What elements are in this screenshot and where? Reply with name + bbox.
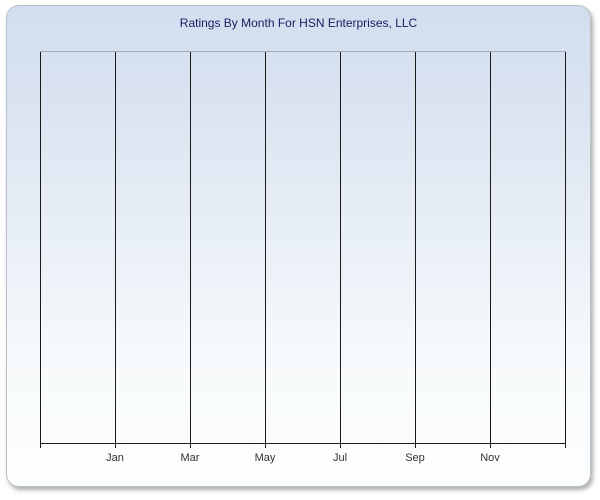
axis-tick: [190, 444, 191, 448]
gridline: [115, 52, 116, 443]
x-axis-label: Nov: [480, 452, 500, 464]
axis-tick: [115, 444, 116, 448]
axis-tick: [565, 444, 566, 448]
gridline: [40, 52, 41, 443]
axis-tick: [415, 444, 416, 448]
x-axis-label: Jul: [332, 452, 348, 464]
x-axis-label: May: [254, 452, 276, 464]
x-axis-label: Jan: [106, 452, 124, 464]
x-axis-ticks: [40, 444, 566, 448]
axis-tick: [40, 444, 41, 448]
chart-container: Ratings By Month For HSN Enterprises, LL…: [6, 5, 591, 487]
gridline: [265, 52, 266, 443]
x-axis-label: Sep: [405, 452, 425, 464]
axis-tick: [490, 444, 491, 448]
axis-tick: [340, 444, 341, 448]
gridline: [415, 52, 416, 443]
plot-area: [40, 51, 566, 443]
x-axis-label: Mar: [180, 452, 200, 464]
x-axis-labels: Jan Mar May Jul Sep Nov: [40, 452, 566, 466]
gridline: [565, 52, 566, 443]
x-axis-line: [40, 443, 566, 444]
gridline: [190, 52, 191, 443]
axis-tick: [265, 444, 266, 448]
gridline: [340, 52, 341, 443]
chart-title: Ratings By Month For HSN Enterprises, LL…: [179, 16, 418, 30]
gridline: [490, 52, 491, 443]
